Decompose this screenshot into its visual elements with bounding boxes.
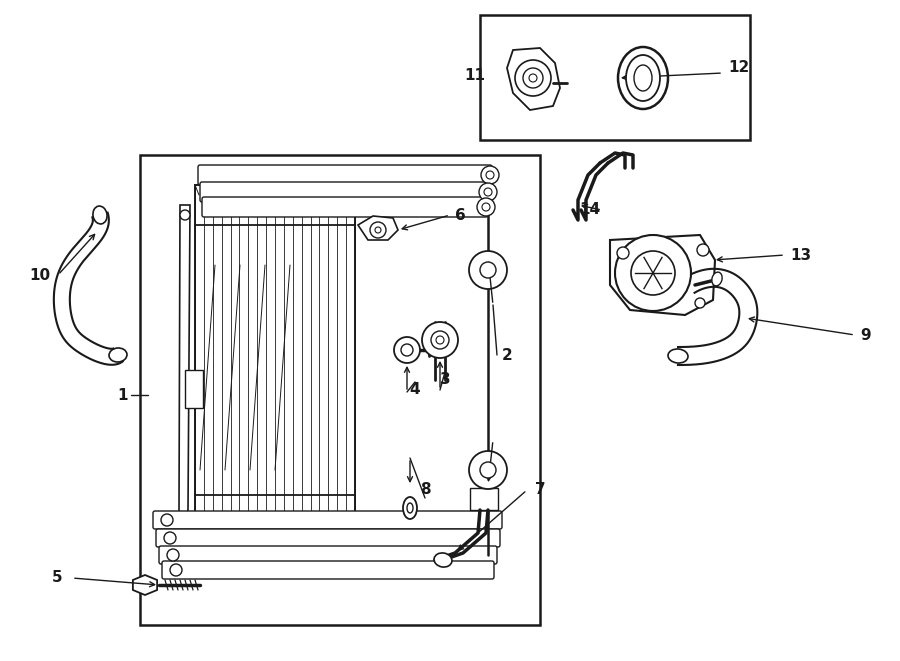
Ellipse shape [434,553,452,567]
FancyBboxPatch shape [162,561,494,579]
Bar [185,370,203,408]
Circle shape [484,188,492,196]
Circle shape [697,244,709,256]
Circle shape [480,462,496,478]
FancyBboxPatch shape [202,197,488,217]
Circle shape [631,251,675,295]
Ellipse shape [626,55,660,101]
Circle shape [479,183,497,201]
Circle shape [375,227,381,233]
Text: 6: 6 [455,208,466,223]
Text: 2: 2 [502,348,513,362]
Circle shape [370,222,386,238]
Circle shape [167,549,179,561]
Text: 1: 1 [118,387,128,403]
Ellipse shape [93,206,107,224]
Circle shape [436,336,444,344]
Circle shape [515,60,551,96]
FancyBboxPatch shape [200,182,490,202]
Text: 12: 12 [728,61,749,75]
Circle shape [161,514,173,526]
Circle shape [523,68,543,88]
FancyBboxPatch shape [159,546,497,564]
Text: 14: 14 [579,202,600,217]
Text: 9: 9 [860,327,870,342]
Circle shape [695,298,705,308]
Text: 8: 8 [419,483,430,498]
Bar [195,185,355,530]
Circle shape [615,235,691,311]
Circle shape [422,322,458,358]
Bar [480,15,750,140]
Circle shape [394,337,420,363]
Text: 3: 3 [440,373,450,387]
Circle shape [401,344,413,356]
Circle shape [480,262,496,278]
FancyBboxPatch shape [198,165,492,185]
Polygon shape [507,48,560,110]
Text: 13: 13 [790,247,811,262]
Polygon shape [179,205,190,520]
Text: 5: 5 [51,570,62,586]
Ellipse shape [403,497,417,519]
Ellipse shape [618,47,668,109]
FancyBboxPatch shape [153,511,502,529]
Circle shape [477,198,495,216]
Circle shape [617,247,629,259]
Ellipse shape [712,272,722,286]
Circle shape [469,251,507,289]
Polygon shape [358,216,398,240]
Ellipse shape [668,349,688,363]
Text: 11: 11 [464,67,485,83]
Text: 7: 7 [535,483,545,498]
Text: 10: 10 [29,268,50,282]
Bar [140,155,540,625]
Circle shape [170,564,182,576]
Bar [470,488,498,510]
Circle shape [469,451,507,489]
Ellipse shape [634,65,652,91]
Circle shape [481,166,499,184]
Polygon shape [183,520,187,535]
Circle shape [164,532,176,544]
Polygon shape [133,575,158,595]
Circle shape [180,210,190,220]
Text: 4: 4 [410,383,420,397]
Circle shape [431,331,449,349]
Circle shape [482,203,490,211]
FancyBboxPatch shape [156,529,500,547]
Circle shape [486,171,494,179]
Circle shape [529,74,537,82]
Ellipse shape [109,348,127,362]
Polygon shape [610,235,715,315]
Ellipse shape [407,503,413,513]
